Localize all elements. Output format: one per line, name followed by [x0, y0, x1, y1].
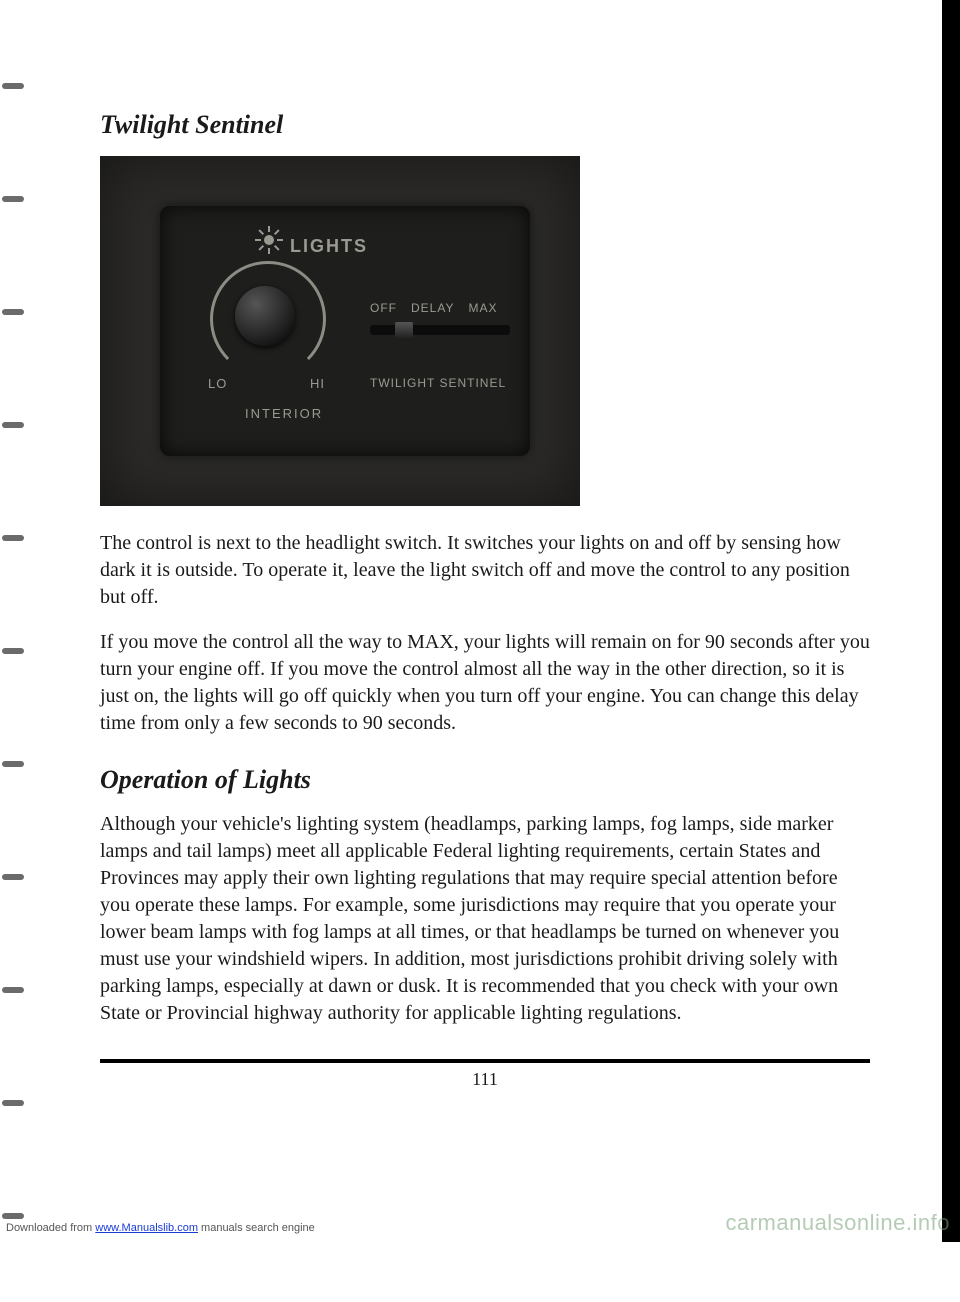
page-edge-shadow: [942, 0, 960, 1242]
footer-prefix: Downloaded from: [6, 1222, 95, 1234]
horizontal-rule: [100, 1059, 870, 1063]
off-label: OFF: [370, 301, 397, 315]
footer-link[interactable]: www.Manualslib.com: [95, 1222, 198, 1234]
watermark: carmanualsonline.info: [725, 1210, 950, 1236]
control-panel: LIGHTS LO HI INTERIOR OFF DELAY MAX TWIL…: [160, 206, 530, 456]
delay-label: DELAY: [411, 301, 454, 315]
slider-handle: [395, 322, 413, 338]
twilight-sentinel-label: TWILIGHT SENTINEL: [370, 376, 506, 390]
lo-label: LO: [208, 376, 227, 391]
spiral-binding: [0, 0, 26, 1302]
twilight-slider: [370, 325, 510, 335]
paragraph-3: Although your vehicle's lighting system …: [100, 811, 870, 1027]
twilight-slider-block: OFF DELAY MAX: [370, 301, 510, 335]
control-panel-photo: LIGHTS LO HI INTERIOR OFF DELAY MAX TWIL…: [100, 156, 580, 506]
lights-knob: [235, 286, 295, 346]
sun-icon: [255, 226, 283, 254]
download-footer: Downloaded from www.Manualslib.com manua…: [6, 1222, 315, 1234]
lights-label: LIGHTS: [290, 236, 368, 257]
paragraph-1: The control is next to the headlight swi…: [100, 530, 870, 611]
page-number: 111: [100, 1069, 870, 1090]
max-label: MAX: [468, 301, 497, 315]
hi-label: HI: [310, 376, 325, 391]
page-content: Twilight Sentinel LIGHTS LO HI INTERIOR …: [0, 0, 960, 1130]
subsection-heading: Operation of Lights: [100, 765, 870, 795]
paragraph-2: If you move the control all the way to M…: [100, 629, 870, 737]
section-heading: Twilight Sentinel: [100, 110, 870, 140]
interior-label: INTERIOR: [245, 406, 323, 421]
footer-suffix: manuals search engine: [198, 1222, 315, 1234]
